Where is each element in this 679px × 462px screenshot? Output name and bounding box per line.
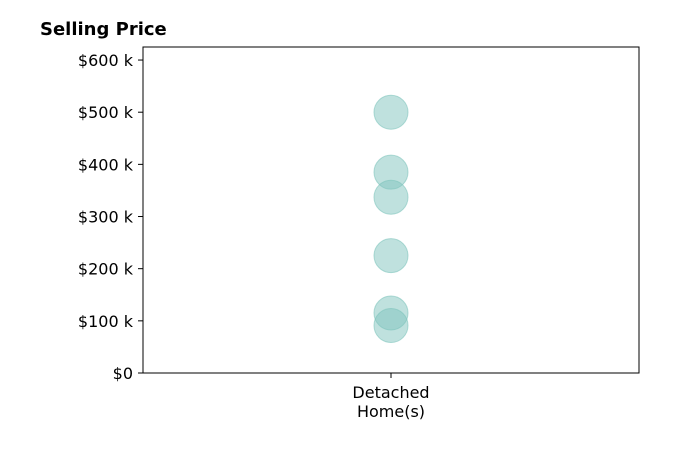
y-tick-label: $300 k <box>78 208 134 227</box>
data-point <box>373 94 409 130</box>
y-tick-label: $0 <box>113 364 133 383</box>
y-tick-label: $400 k <box>78 155 134 174</box>
data-point <box>373 179 409 215</box>
data-points <box>373 94 409 344</box>
y-axis: $0 $100 k $200 k $300 k $400 k $500 k $600 k <box>78 51 143 383</box>
chart-title: Selling Price <box>40 19 167 40</box>
data-point <box>373 238 409 274</box>
y-tick-label: $500 k <box>78 103 134 122</box>
y-tick-label: $600 k <box>78 51 134 70</box>
y-tick-label: $200 k <box>78 260 134 279</box>
data-point <box>373 308 409 344</box>
x-axis: Detached Home(s) <box>352 373 430 421</box>
x-tick-label: Detached Home(s) <box>352 383 429 421</box>
y-tick-label: $100 k <box>78 312 134 331</box>
